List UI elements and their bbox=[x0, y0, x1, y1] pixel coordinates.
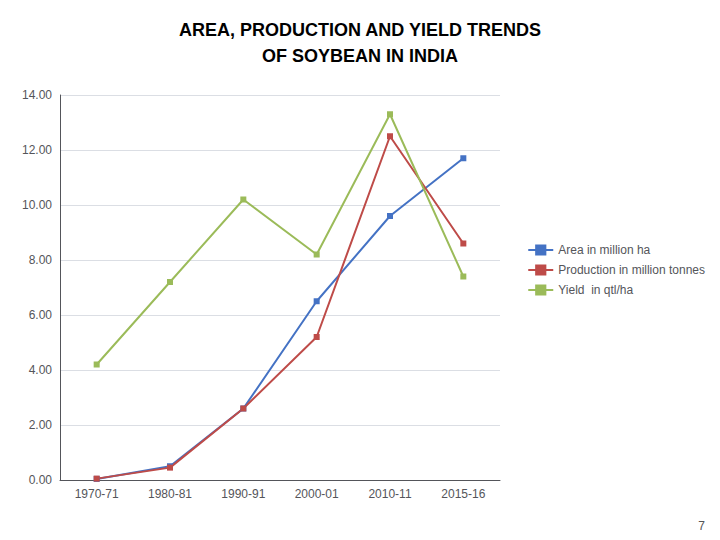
svg-text:Area in million ha: Area in million ha bbox=[558, 243, 650, 257]
svg-text:6.00: 6.00 bbox=[29, 308, 53, 322]
svg-text:10.00: 10.00 bbox=[22, 198, 52, 212]
svg-text:14.00: 14.00 bbox=[22, 88, 52, 102]
svg-text:8.00: 8.00 bbox=[29, 253, 53, 267]
svg-text:2015-16: 2015-16 bbox=[441, 487, 485, 501]
svg-text:0.00: 0.00 bbox=[29, 473, 53, 487]
svg-text:Yield in qtl/ha: Yield in qtl/ha bbox=[558, 283, 633, 297]
svg-text:AREA, PRODUCTION AND YIELD TRE: AREA, PRODUCTION AND YIELD TRENDS bbox=[179, 20, 541, 40]
svg-text:OF SOYBEAN IN INDIA: OF SOYBEAN IN INDIA bbox=[262, 46, 458, 66]
svg-text:4.00: 4.00 bbox=[29, 363, 53, 377]
svg-text:1980-81: 1980-81 bbox=[148, 487, 192, 501]
svg-text:12.00: 12.00 bbox=[22, 143, 52, 157]
svg-text:2.00: 2.00 bbox=[29, 418, 53, 432]
svg-text:2000-01: 2000-01 bbox=[295, 487, 339, 501]
svg-text:2010-11: 2010-11 bbox=[368, 487, 411, 501]
svg-text:1990-91: 1990-91 bbox=[221, 487, 265, 501]
svg-text:7: 7 bbox=[698, 519, 705, 533]
svg-text:1970-71: 1970-71 bbox=[75, 487, 119, 501]
svg-text:Production in million tonnes: Production in million tonnes bbox=[558, 263, 705, 277]
